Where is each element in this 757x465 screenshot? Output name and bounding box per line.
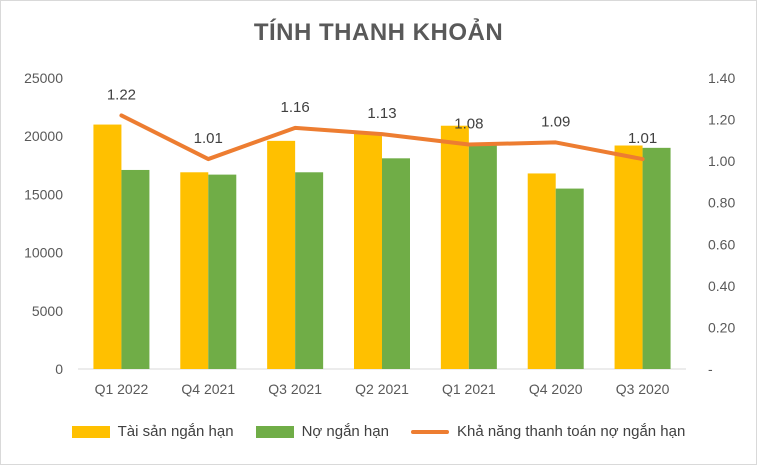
- x-tick-label: Q4 2020: [529, 381, 583, 397]
- chart-title: TÍNH THANH KHOẢN: [253, 19, 504, 46]
- bar-no-ngan-han: [642, 147, 671, 369]
- bar-no-ngan-han: [295, 172, 324, 369]
- y-left-tick-label: 20000: [24, 128, 63, 144]
- y-right-tick-label: 0.40: [708, 278, 735, 294]
- line-data-label: 1.16: [281, 99, 310, 116]
- y-left-tick-label: 25000: [24, 70, 63, 86]
- bar-tai-san-ngan-han: [93, 124, 122, 369]
- line-data-label: 1.09: [541, 113, 570, 130]
- y-right-tick-label: 1.00: [708, 153, 735, 169]
- x-tick-label: Q1 2022: [95, 381, 149, 397]
- legend-swatch-kha-nang: [410, 429, 449, 434]
- line-data-label: 1.01: [194, 130, 223, 147]
- y-right-tick-label: 0.60: [708, 236, 735, 252]
- line-data-label: 1.13: [367, 105, 396, 122]
- y-left-tick-label: 10000: [24, 245, 63, 261]
- legend-label-tai-san: Tài sản ngắn hạn: [117, 423, 234, 440]
- legend-label-kha-nang: Khả năng thanh toán nợ ngắn hạn: [456, 423, 686, 440]
- y-right-tick-label: 0.80: [708, 195, 735, 211]
- y-right-tick-label: 1.20: [708, 112, 735, 128]
- bar-no-ngan-han: [208, 174, 237, 369]
- bar-no-ngan-han: [555, 188, 584, 369]
- y-right-tick-label: 0.20: [708, 319, 735, 335]
- bar-no-ngan-han: [121, 169, 150, 369]
- legend-swatch-no: [255, 425, 294, 438]
- x-tick-label: Q1 2021: [442, 381, 496, 397]
- line-kha-nang-thanh-toan: [119, 113, 645, 162]
- bar-no-ngan-han: [468, 144, 497, 369]
- legend-swatch-tai-san: [71, 425, 110, 438]
- legend-label-no: Nợ ngắn hạn: [301, 423, 389, 440]
- bar-tai-san-ngan-han: [440, 125, 469, 369]
- y-left-tick-label: 5000: [32, 303, 63, 319]
- bar-tai-san-ngan-han: [180, 172, 209, 369]
- y-right-tick-label: 1.40: [708, 70, 735, 86]
- x-tick-label: Q3 2020: [616, 381, 670, 397]
- y-left-tick-label: 0: [55, 361, 63, 377]
- y-right-tick-label: -: [708, 361, 713, 377]
- line-data-label: 1.22: [107, 86, 136, 103]
- legend-item-tai-san: Tài sản ngắn hạn: [71, 423, 234, 440]
- bar-tai-san-ngan-han: [614, 145, 643, 369]
- line-data-label: 1.08: [454, 116, 483, 133]
- legend-item-no: Nợ ngắn hạn: [255, 423, 389, 440]
- legend: Tài sản ngắn hạn Nợ ngắn hạn Khả năng th…: [1, 423, 756, 440]
- bar-tai-san-ngan-han: [354, 133, 382, 369]
- x-tick-label: Q4 2021: [181, 381, 235, 397]
- x-tick-label: Q2 2021: [355, 381, 409, 397]
- bar-no-ngan-han: [382, 158, 410, 369]
- bar-tai-san-ngan-han: [527, 173, 556, 369]
- y-left-tick-label: 15000: [24, 186, 63, 202]
- line-data-label: 1.01: [628, 130, 657, 147]
- bar-tai-san-ngan-han: [267, 140, 296, 369]
- x-tick-label: Q3 2021: [268, 381, 322, 397]
- legend-item-kha-nang: Khả năng thanh toán nợ ngắn hạn: [410, 423, 686, 440]
